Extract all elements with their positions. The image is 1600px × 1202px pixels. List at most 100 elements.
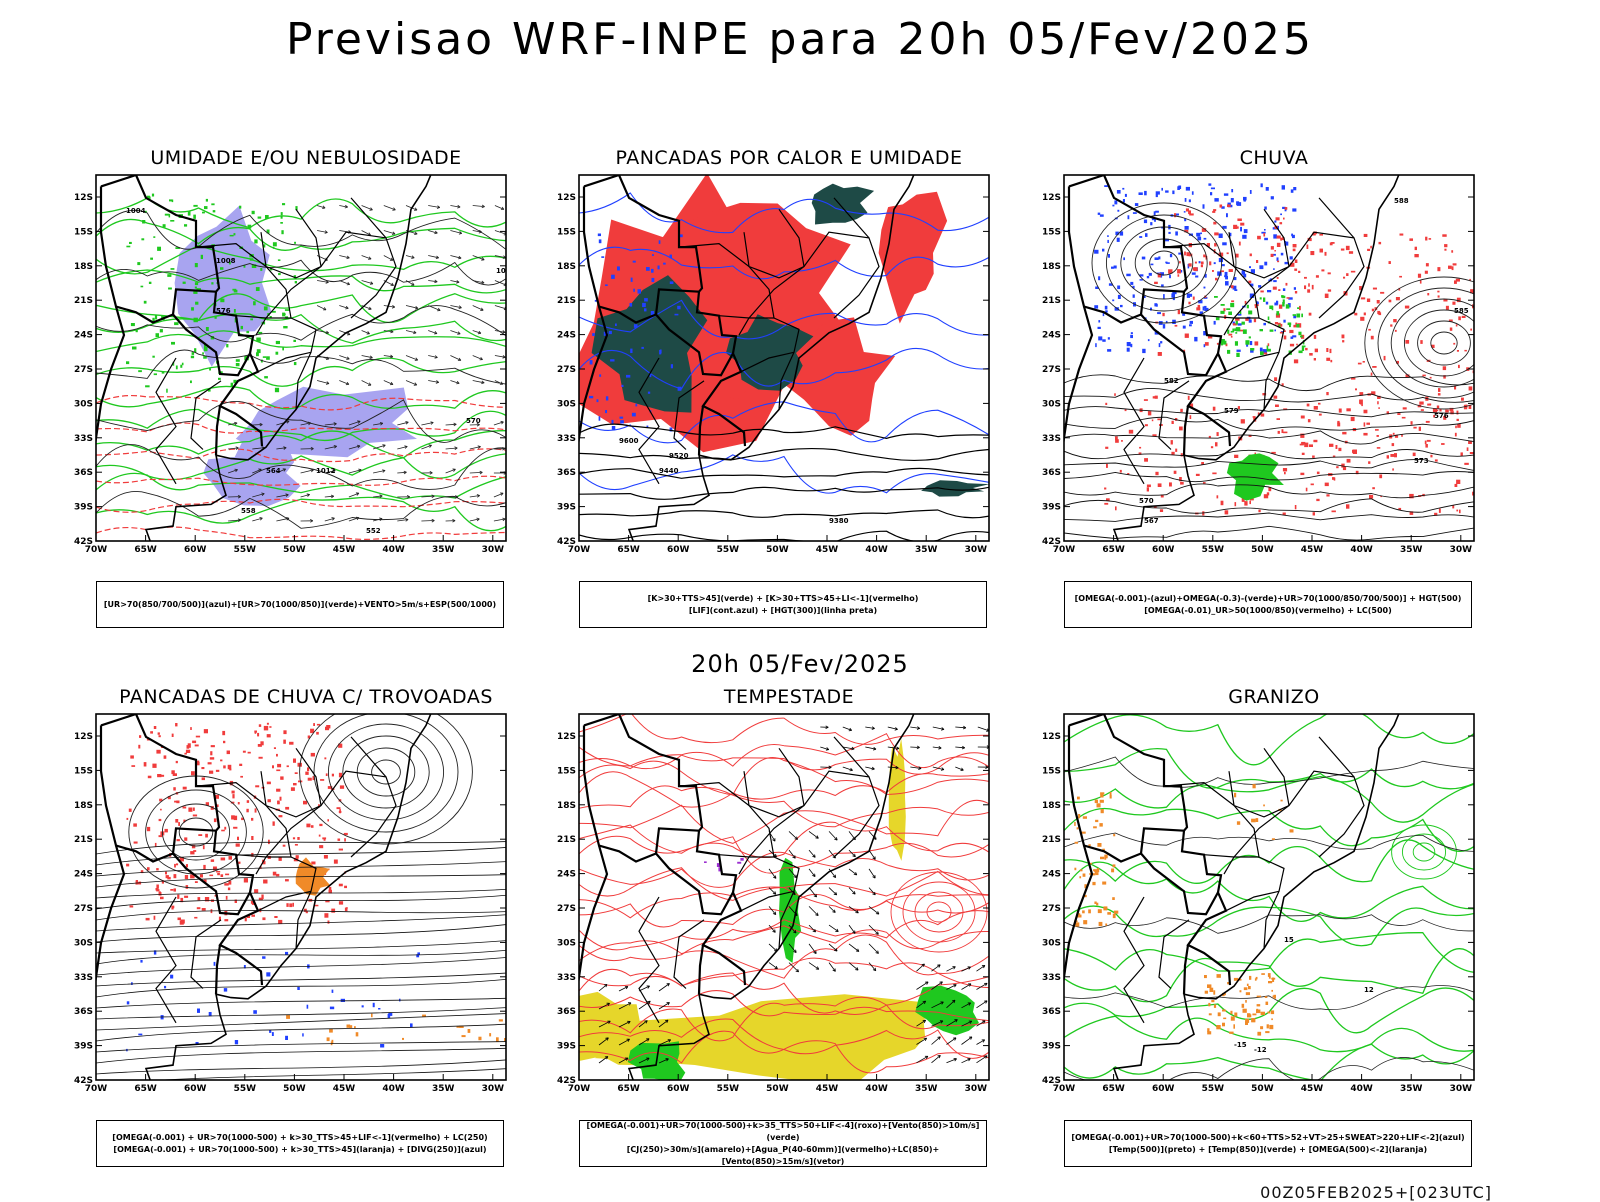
lif-speckle: [606, 396, 608, 400]
omega-speckle: [1189, 324, 1192, 326]
rain-speckle: [1372, 487, 1375, 489]
rain-speckle: [1237, 219, 1242, 222]
omega-speckle: [1111, 267, 1114, 269]
rain-speckle: [1190, 415, 1192, 419]
wind-vector: [977, 965, 985, 971]
lc850-streamline: [579, 800, 989, 843]
rain-speckle: [1300, 473, 1304, 475]
strong-omega-speckle: [1282, 302, 1284, 307]
thunder-speckle: [308, 778, 312, 781]
contour-label: 570: [466, 417, 481, 425]
omega500-speckle: [1269, 976, 1271, 978]
rain-speckle: [1278, 289, 1280, 291]
contour-label: 12: [1364, 986, 1374, 994]
wind-vector: [947, 1038, 957, 1045]
lat-label: 21S: [74, 296, 93, 306]
omega-speckle: [1185, 198, 1187, 202]
temp500-contour: [1064, 833, 1474, 851]
hgt300-contour: [579, 487, 989, 499]
rain-speckle: [1387, 455, 1389, 458]
lon-label: 50W: [1251, 545, 1274, 555]
rain-speckle: [1121, 440, 1123, 442]
strong-omega-speckle: [1236, 353, 1239, 357]
country-border: [697, 831, 745, 985]
rain-speckle: [1469, 386, 1473, 390]
omega-speckle: [1258, 285, 1261, 288]
moisture-speckle: [276, 341, 280, 344]
thunder-speckle: [274, 747, 276, 749]
lon-label: 45W: [1301, 545, 1324, 555]
rain-speckle: [1430, 377, 1432, 379]
moisture-speckle: [246, 331, 249, 333]
thunder-speckle: [159, 819, 162, 821]
contour-label: 558: [241, 507, 256, 515]
thunder-speckle: [214, 818, 217, 822]
rain-speckle: [1426, 421, 1430, 423]
rain-speckle: [1209, 261, 1211, 265]
thunder-speckle: [213, 867, 217, 871]
lc850-streamline: [579, 712, 989, 744]
rain-speckle: [1217, 432, 1219, 436]
lon-label: 40W: [1350, 1084, 1373, 1094]
strong-omega-speckle: [1296, 324, 1299, 328]
omega-speckle: [1211, 188, 1215, 190]
thunder-speckle: [311, 753, 315, 757]
rain-speckle: [1180, 409, 1183, 412]
thunder-speckle: [184, 837, 187, 840]
omega-speckle: [1128, 215, 1130, 219]
moisture-speckle: [166, 389, 168, 393]
thunder-speckle: [279, 815, 283, 817]
lon-label: 45W: [1301, 1084, 1324, 1094]
rain-speckle: [1351, 271, 1355, 273]
wind-vector: [998, 964, 1001, 967]
omega-speckle: [1271, 196, 1274, 199]
country-border: [584, 714, 702, 831]
thunder-speckle: [277, 801, 280, 804]
divergence-speckle: [170, 975, 173, 979]
thunder-speckle: [166, 875, 169, 878]
rain-speckle: [1427, 440, 1431, 442]
strong-omega-speckle: [1221, 341, 1223, 345]
thunder-speckle: [291, 787, 295, 791]
thunder-speckle: [267, 734, 271, 737]
rain-speckle: [1172, 421, 1174, 424]
omega500-speckle: [1261, 1012, 1265, 1015]
omega500-speckle: [1103, 906, 1107, 910]
divergence-speckle: [362, 1005, 364, 1007]
strong-omega-speckle: [1268, 317, 1270, 321]
legend-line-1: [OMEGA(-0.001)-(azul)+OMEGA(-0.3)-(verde…: [1075, 593, 1462, 605]
streamline: [96, 1008, 506, 1019]
rain-speckle: [1346, 504, 1349, 508]
lat-label: 15S: [74, 227, 93, 237]
thunder-speckle: [210, 757, 214, 759]
rain-speckle: [1277, 261, 1279, 263]
rain-speckle: [1328, 272, 1331, 274]
omega500-speckle: [1251, 819, 1256, 823]
state-border: [1289, 232, 1364, 318]
country-border: [584, 725, 699, 861]
hgt500-contour: [1064, 407, 1474, 417]
rain-speckle: [1414, 254, 1418, 257]
rain-speckle: [1278, 431, 1280, 434]
omega-speckle: [1098, 213, 1101, 215]
omega-speckle: [1149, 273, 1152, 276]
rain-speckle: [1201, 262, 1204, 265]
rain-speckle: [1393, 319, 1397, 322]
map-frame: [96, 714, 506, 1080]
rain-speckle: [1455, 433, 1457, 437]
rain-speckle: [1157, 419, 1160, 421]
temp850-contour: [1064, 777, 1474, 823]
contour-label: 573: [1414, 457, 1429, 465]
thunder-speckle: [245, 918, 247, 922]
omega500-speckle: [1234, 1013, 1237, 1017]
rain-speckle: [1217, 495, 1219, 498]
omega-speckle: [1292, 335, 1296, 337]
lc850-streamline: [579, 734, 989, 768]
omega500-speckle: [1113, 834, 1115, 836]
rain-speckle: [1309, 444, 1313, 447]
streamline: [96, 979, 506, 997]
thunder-speckle: [344, 886, 347, 888]
moisture-speckle: [275, 388, 279, 392]
